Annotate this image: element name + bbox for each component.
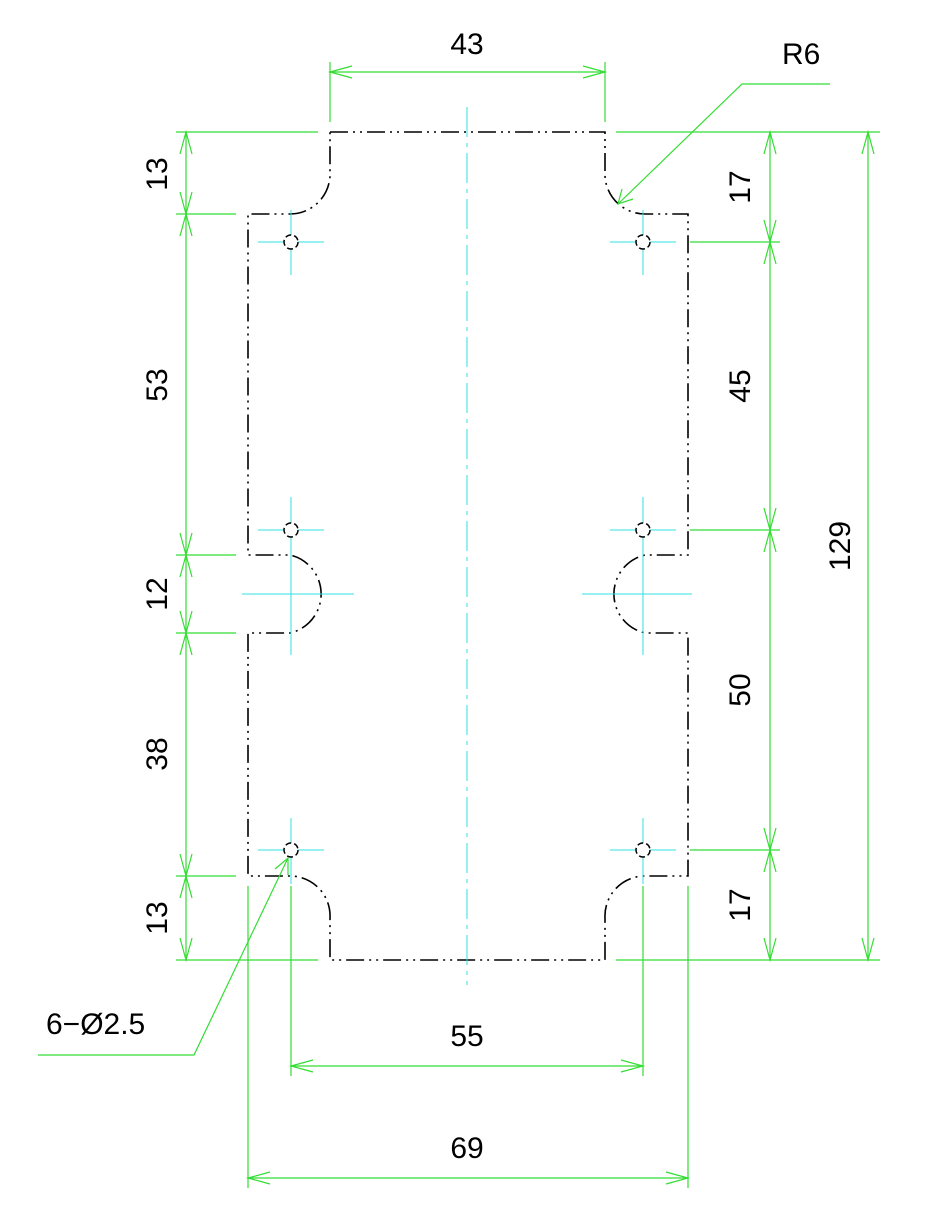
- hole: [283, 234, 299, 250]
- dim-left-top: 13: [141, 157, 174, 190]
- dim-left-notch: 12: [141, 577, 174, 610]
- dim-left-lower: 38: [141, 737, 174, 770]
- dim-right-top: 17: [724, 170, 757, 203]
- hole: [635, 842, 651, 858]
- dim-top-width: 43: [450, 28, 483, 61]
- dim-hole-spacing: 55: [450, 1020, 483, 1053]
- hole: [635, 234, 651, 250]
- part-outline: [247, 131, 689, 961]
- hole: [283, 522, 299, 538]
- dim-overall-height: 129: [824, 521, 857, 571]
- dim-right-bottom: 17: [724, 888, 757, 921]
- dim-overall-width: 69: [450, 1132, 483, 1165]
- hole: [283, 842, 299, 858]
- dimension-lines: [179, 65, 875, 1185]
- dim-hole-callout: 6−Ø2.5: [46, 1008, 145, 1041]
- leader-lines: [38, 83, 830, 1056]
- dim-right-upper: 45: [724, 369, 757, 402]
- dim-fillet-radius: R6: [782, 38, 820, 71]
- dim-left-upper: 53: [141, 368, 174, 401]
- dim-right-lower: 50: [724, 673, 757, 706]
- extension-lines: [176, 62, 880, 1188]
- dim-left-bottom: 13: [141, 901, 174, 934]
- hole: [635, 522, 651, 538]
- mounting-holes: [283, 234, 651, 858]
